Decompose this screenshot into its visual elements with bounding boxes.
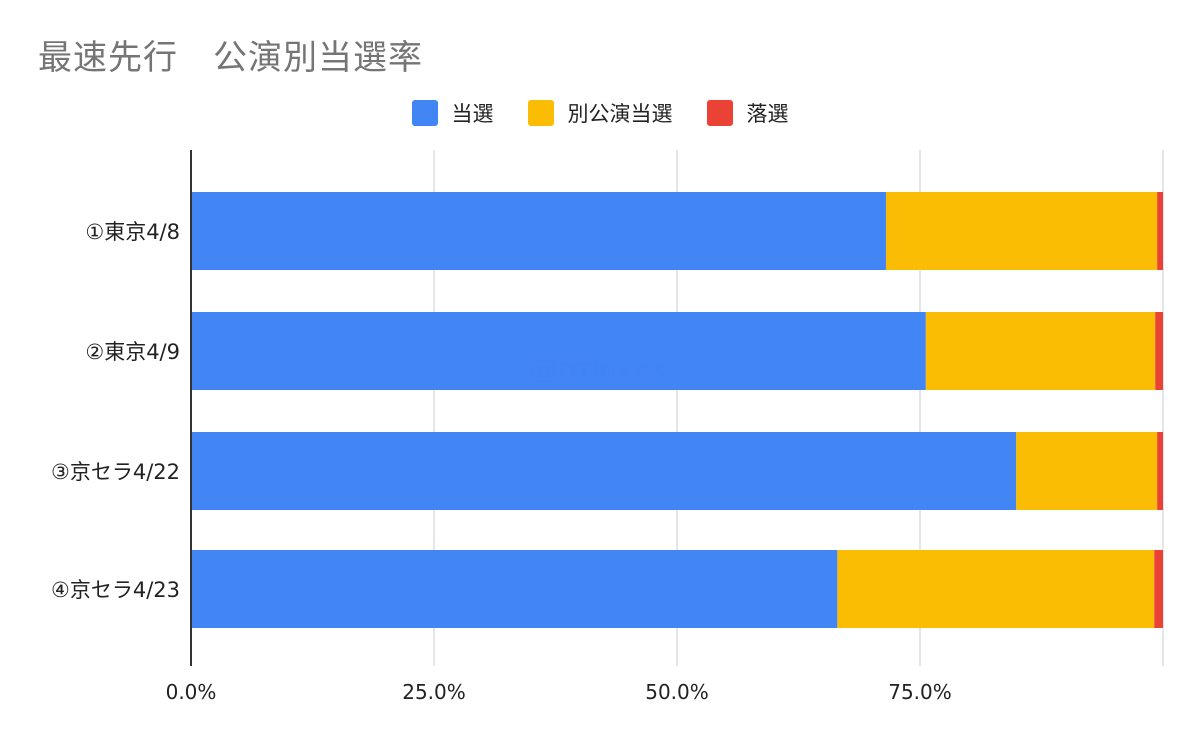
bar-segment xyxy=(191,312,926,390)
x-tick-label: 75.0% xyxy=(888,680,952,704)
legend-label-win: 当選 xyxy=(451,102,494,126)
category-label: ④京セラ4/23 xyxy=(51,578,180,602)
bar-segment xyxy=(1154,550,1163,628)
x-tick-label: 25.0% xyxy=(402,680,466,704)
bar-segment xyxy=(191,550,838,628)
bar-segment xyxy=(1157,432,1163,510)
legend-item-win: 当選 xyxy=(411,98,494,128)
bar-segment xyxy=(191,192,886,270)
legend-item-other-win: 別公演当選 xyxy=(527,98,673,128)
bar-segment xyxy=(925,312,1156,390)
legend-swatch-win xyxy=(411,100,438,126)
category-label: ③京セラ4/22 xyxy=(51,460,180,484)
legend-swatch-lose xyxy=(706,100,733,126)
bar-segment xyxy=(191,432,1017,510)
chart-title: 最速先行 公演別当選率 xyxy=(38,38,423,78)
bar-segment xyxy=(885,192,1158,270)
legend-swatch-other-win xyxy=(527,100,554,126)
category-label: ②東京4/9 xyxy=(85,340,180,364)
watermark: @rrrinxxx xyxy=(530,352,667,385)
legend-label-lose: 落選 xyxy=(746,102,789,126)
bar-segment xyxy=(1016,432,1158,510)
bar-segment xyxy=(1155,312,1163,390)
x-tick-label: 50.0% xyxy=(645,680,709,704)
bar-segment xyxy=(837,550,1155,628)
x-tick-label: 0.0% xyxy=(165,680,217,704)
legend-label-other-win: 別公演当選 xyxy=(567,102,673,126)
bar-segment xyxy=(1157,192,1163,270)
legend: 当選 別公演当選 落選 xyxy=(0,98,1200,128)
legend-item-lose: 落選 xyxy=(706,98,789,128)
category-label: ①東京4/8 xyxy=(85,220,180,244)
